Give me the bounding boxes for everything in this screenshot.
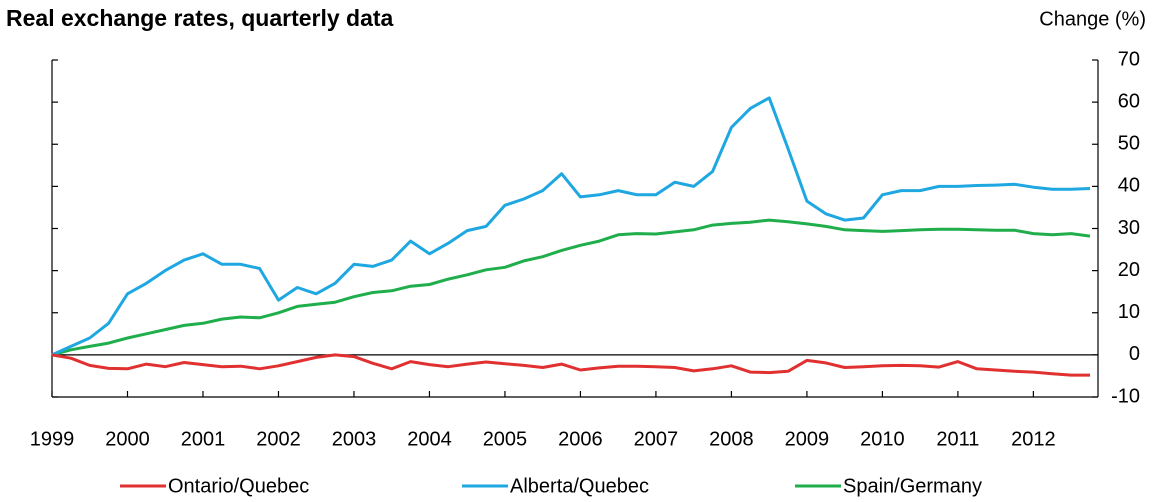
y-axis-label: Change (%) <box>1039 8 1146 30</box>
x-tick-label: 2008 <box>709 428 754 450</box>
x-tick-label: 2001 <box>181 428 226 450</box>
x-tick-label: 2003 <box>332 428 377 450</box>
x-tick-label: 2006 <box>558 428 603 450</box>
x-tick-label: 2007 <box>634 428 679 450</box>
x-tick-label: 2009 <box>785 428 830 450</box>
y-tick-label: 30 <box>1118 217 1140 239</box>
x-tick-label: 2010 <box>860 428 905 450</box>
y-tick-label: 20 <box>1118 259 1140 281</box>
legend-label: Alberta/Quebec <box>510 475 649 497</box>
x-tick-label: 2012 <box>1011 428 1056 450</box>
y-tick-label: 0 <box>1129 343 1140 365</box>
x-tick-label: 1999 <box>30 428 75 450</box>
y-tick-label: 10 <box>1118 301 1140 323</box>
series-line <box>51 96 1091 357</box>
x-tick-label: 2005 <box>483 428 528 450</box>
chart-title: Real exchange rates, quarterly data <box>6 5 394 31</box>
legend-label: Spain/Germany <box>843 475 982 497</box>
y-tick-label: 50 <box>1118 133 1140 155</box>
series-line <box>51 353 1090 377</box>
y-tick-label: 70 <box>1118 48 1140 70</box>
x-tick-label: 2002 <box>256 428 301 450</box>
x-tick-label: 2011 <box>936 428 979 450</box>
x-tick-label: 2000 <box>105 428 150 450</box>
y-tick-label: 40 <box>1118 175 1140 197</box>
y-tick-label: 60 <box>1118 90 1140 112</box>
y-tick-label: -10 <box>1111 385 1140 407</box>
series-line <box>51 218 1091 357</box>
x-tick-label: 2004 <box>407 428 452 450</box>
legend-label: Ontario/Quebec <box>168 475 309 497</box>
